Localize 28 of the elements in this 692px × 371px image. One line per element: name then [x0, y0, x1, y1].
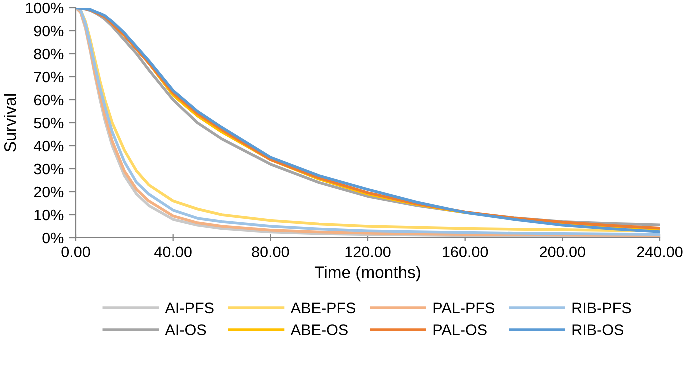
x-tick-label: 160.00 — [443, 246, 488, 258]
y-tick-label: 50% — [34, 118, 64, 129]
y-axis-title: Survival — [4, 94, 16, 152]
x-tick-label: 80.00 — [252, 246, 290, 258]
y-tick-label: 60% — [34, 94, 64, 106]
x-tick-label: 240.00 — [637, 246, 683, 258]
y-tick-label: 70% — [34, 72, 64, 83]
legend-label: AI-PFS — [165, 302, 214, 314]
y-tick-label: 10% — [34, 210, 64, 221]
legend-label: PAL-PFS — [434, 302, 494, 314]
legend-label: AI-OS — [165, 324, 206, 336]
x-tick-label: 200.00 — [540, 246, 586, 258]
legend-label: RIB-OS — [572, 324, 624, 336]
y-tick-label: 30% — [34, 164, 64, 175]
legend-label: RIB-PFS — [572, 302, 632, 314]
y-tick-label: 80% — [34, 48, 64, 60]
x-tick-label: 40.00 — [154, 246, 192, 258]
x-tick-label: 120.00 — [346, 246, 391, 258]
y-tick-label: 0% — [42, 232, 64, 244]
y-tick-label: 100% — [26, 2, 64, 14]
legend-label: ABE-PFS — [290, 302, 356, 314]
legend-label: PAL-OS — [434, 324, 487, 336]
y-tick-label: 20% — [34, 186, 64, 198]
x-tick-label: 0.00 — [62, 246, 90, 258]
y-tick-label: 90% — [34, 26, 64, 37]
legend-label: ABE-OS — [290, 324, 348, 336]
y-tick-label: 40% — [34, 140, 64, 152]
x-axis-title: Time (months) — [314, 266, 420, 282]
